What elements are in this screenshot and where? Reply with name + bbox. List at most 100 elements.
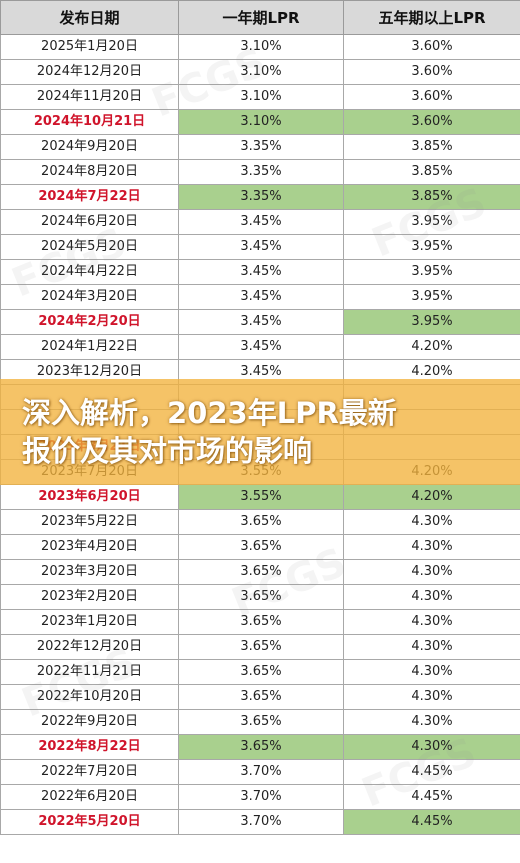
one-year-lpr-cell: 3.10% — [178, 34, 344, 60]
one-year-lpr-cell: 3.10% — [178, 59, 344, 85]
title-banner: 深入解析，2023年LPR最新 报价及其对市场的影响 — [0, 379, 520, 485]
five-year-lpr-cell: 3.60% — [343, 84, 520, 110]
date-cell: 2022年9月20日 — [0, 709, 179, 735]
one-year-lpr-cell: 3.35% — [178, 159, 344, 185]
five-year-lpr-cell: 3.95% — [343, 284, 520, 310]
one-year-lpr-cell: 3.70% — [178, 784, 344, 810]
header-one-year-lpr: 一年期LPR — [178, 0, 344, 35]
five-year-lpr-cell: 3.95% — [343, 259, 520, 285]
table-row: 2022年11月21日 3.65% 4.30% — [0, 659, 520, 685]
table-row: 2024年12月20日 3.10% 3.60% — [0, 59, 520, 85]
table-row: 2024年11月20日 3.10% 3.60% — [0, 84, 520, 110]
date-cell: 2024年11月20日 — [0, 84, 179, 110]
date-cell: 2024年12月20日 — [0, 59, 179, 85]
date-cell: 2024年6月20日 — [0, 209, 179, 235]
header-date: 发布日期 — [0, 0, 179, 35]
one-year-lpr-cell: 3.55% — [178, 484, 344, 510]
five-year-lpr-cell: 4.45% — [343, 759, 520, 785]
five-year-lpr-cell: 4.30% — [343, 734, 520, 760]
date-cell: 2024年7月22日 — [0, 184, 179, 210]
date-cell: 2024年5月20日 — [0, 234, 179, 260]
one-year-lpr-cell: 3.45% — [178, 284, 344, 310]
lpr-table: 发布日期 一年期LPR 五年期以上LPR 2025年1月20日 3.10% 3.60… — [0, 0, 520, 835]
date-cell: 2022年12月20日 — [0, 634, 179, 660]
five-year-lpr-cell: 3.95% — [343, 234, 520, 260]
date-cell: 2024年8月20日 — [0, 159, 179, 185]
date-cell: 2023年5月22日 — [0, 509, 179, 535]
date-cell: 2022年5月20日 — [0, 809, 179, 835]
date-cell: 2022年11月21日 — [0, 659, 179, 685]
date-cell: 2022年7月20日 — [0, 759, 179, 785]
table-row: 2022年8月22日 3.65% 4.30% — [0, 734, 520, 760]
lpr-table-container: 发布日期 一年期LPR 五年期以上LPR 2025年1月20日 3.10% 3.60… — [0, 0, 520, 835]
one-year-lpr-cell: 3.70% — [178, 809, 344, 835]
one-year-lpr-cell: 3.45% — [178, 259, 344, 285]
one-year-lpr-cell: 3.45% — [178, 309, 344, 335]
table-row: 2024年10月21日 3.10% 3.60% — [0, 109, 520, 135]
date-cell: 2024年10月21日 — [0, 109, 179, 135]
five-year-lpr-cell: 4.30% — [343, 584, 520, 610]
five-year-lpr-cell: 4.30% — [343, 559, 520, 585]
table-row: 2024年8月20日 3.35% 3.85% — [0, 159, 520, 185]
banner-title-line-2: 报价及其对市场的影响 — [22, 434, 313, 468]
five-year-lpr-cell: 4.20% — [343, 484, 520, 510]
one-year-lpr-cell: 3.65% — [178, 584, 344, 610]
one-year-lpr-cell: 3.35% — [178, 134, 344, 160]
five-year-lpr-cell: 3.85% — [343, 184, 520, 210]
date-cell: 2024年1月22日 — [0, 334, 179, 360]
one-year-lpr-cell: 3.10% — [178, 109, 344, 135]
date-cell: 2023年1月20日 — [0, 609, 179, 635]
five-year-lpr-cell: 3.85% — [343, 134, 520, 160]
date-cell: 2024年2月20日 — [0, 309, 179, 335]
five-year-lpr-cell: 3.60% — [343, 109, 520, 135]
five-year-lpr-cell: 4.30% — [343, 609, 520, 635]
banner-title-line-1: 深入解析，2023年LPR最新 — [22, 396, 397, 430]
one-year-lpr-cell: 3.70% — [178, 759, 344, 785]
one-year-lpr-cell: 3.65% — [178, 509, 344, 535]
table-row: 2024年5月20日 3.45% 3.95% — [0, 234, 520, 260]
one-year-lpr-cell: 3.45% — [178, 334, 344, 360]
five-year-lpr-cell: 4.30% — [343, 634, 520, 660]
one-year-lpr-cell: 3.65% — [178, 659, 344, 685]
table-row: 2023年1月20日 3.65% 4.30% — [0, 609, 520, 635]
date-cell: 2022年6月20日 — [0, 784, 179, 810]
one-year-lpr-cell: 3.65% — [178, 609, 344, 635]
date-cell: 2023年2月20日 — [0, 584, 179, 610]
table-row: 2022年5月20日 3.70% 4.45% — [0, 809, 520, 835]
five-year-lpr-cell: 3.85% — [343, 159, 520, 185]
one-year-lpr-cell: 3.65% — [178, 734, 344, 760]
table-row: 2022年7月20日 3.70% 4.45% — [0, 759, 520, 785]
five-year-lpr-cell: 3.60% — [343, 59, 520, 85]
table-row: 2023年2月20日 3.65% 4.30% — [0, 584, 520, 610]
one-year-lpr-cell: 3.65% — [178, 709, 344, 735]
table-row: 2024年2月20日 3.45% 3.95% — [0, 309, 520, 335]
date-cell: 2024年4月22日 — [0, 259, 179, 285]
five-year-lpr-cell: 3.95% — [343, 209, 520, 235]
date-cell: 2023年4月20日 — [0, 534, 179, 560]
table-row: 2024年9月20日 3.35% 3.85% — [0, 134, 520, 160]
five-year-lpr-cell: 4.30% — [343, 659, 520, 685]
table-body: 2025年1月20日 3.10% 3.60% 2024年12月20日 3.10% 3.60… — [0, 34, 520, 835]
table-row: 2024年1月22日 3.45% 4.20% — [0, 334, 520, 360]
five-year-lpr-cell: 4.20% — [343, 334, 520, 360]
one-year-lpr-cell: 3.45% — [178, 234, 344, 260]
table-row: 2024年7月22日 3.35% 3.85% — [0, 184, 520, 210]
five-year-lpr-cell: 4.45% — [343, 784, 520, 810]
table-row: 2023年3月20日 3.65% 4.30% — [0, 559, 520, 585]
date-cell: 2022年10月20日 — [0, 684, 179, 710]
table-row: 2022年12月20日 3.65% 4.30% — [0, 634, 520, 660]
one-year-lpr-cell: 3.35% — [178, 184, 344, 210]
header-five-year-lpr: 五年期以上LPR — [343, 0, 520, 35]
five-year-lpr-cell: 4.30% — [343, 709, 520, 735]
table-row: 2025年1月20日 3.10% 3.60% — [0, 34, 520, 60]
table-row: 2022年10月20日 3.65% 4.30% — [0, 684, 520, 710]
one-year-lpr-cell: 3.65% — [178, 559, 344, 585]
table-row: 2022年9月20日 3.65% 4.30% — [0, 709, 520, 735]
table-row: 2023年6月20日 3.55% 4.20% — [0, 484, 520, 510]
one-year-lpr-cell: 3.65% — [178, 534, 344, 560]
date-cell: 2024年9月20日 — [0, 134, 179, 160]
one-year-lpr-cell: 3.45% — [178, 209, 344, 235]
table-row: 2024年6月20日 3.45% 3.95% — [0, 209, 520, 235]
one-year-lpr-cell: 3.65% — [178, 684, 344, 710]
five-year-lpr-cell: 4.30% — [343, 534, 520, 560]
